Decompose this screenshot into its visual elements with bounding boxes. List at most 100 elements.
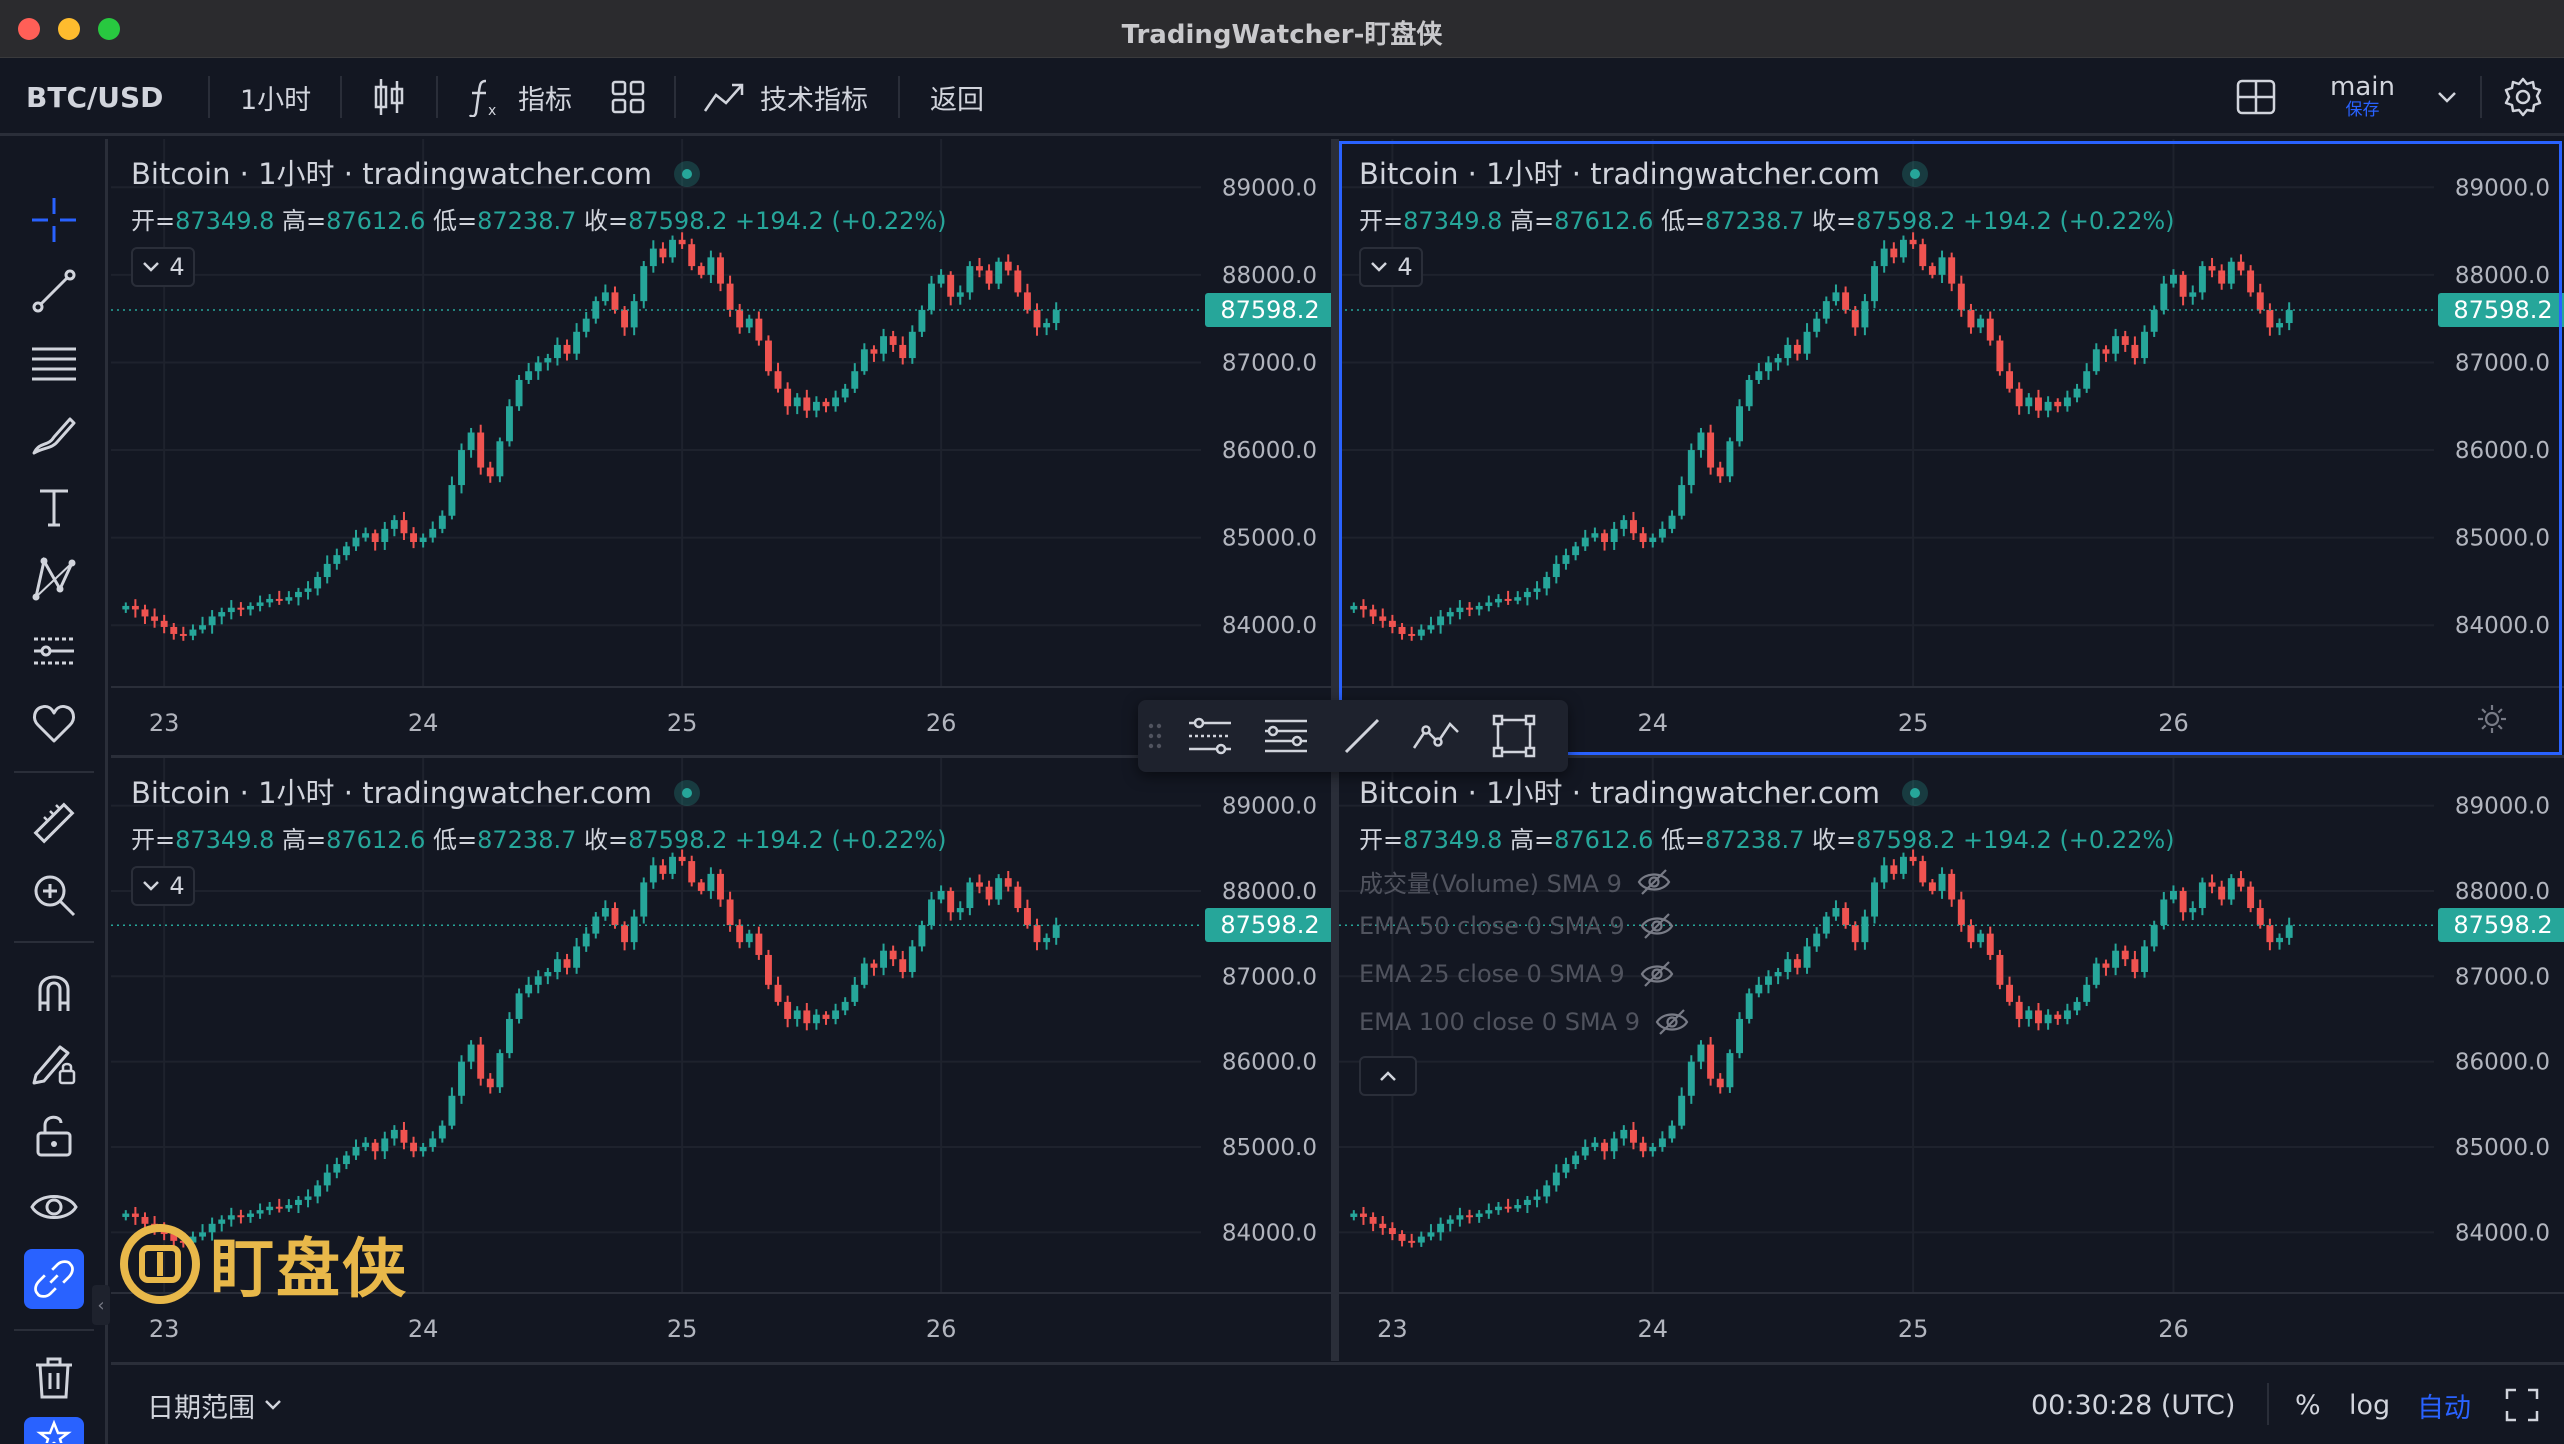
candle: [1369, 604, 1377, 624]
ohlc-gap: [1502, 207, 1510, 235]
measure-tool[interactable]: [24, 793, 84, 853]
maximize-window-button[interactable]: [98, 18, 120, 40]
legend-title[interactable]: Bitcoin · 1小时 · tradingwatcher.com: [131, 770, 700, 812]
candlestick-chart[interactable]: 89000.0 88000.0 87000.0 86000.0 85000.0 84000…: [111, 758, 1331, 1361]
candle: [2141, 940, 2149, 978]
indicators-button[interactable]: x 指标: [466, 58, 572, 136]
hide-drawings-tool[interactable]: [24, 1177, 84, 1237]
eye-off-icon[interactable]: [1639, 912, 1675, 940]
candle: [1842, 286, 1850, 314]
lock-drawing-tool[interactable]: [24, 1033, 84, 1093]
ohlc-value: 87612.6: [326, 207, 426, 235]
close-window-button[interactable]: [18, 18, 40, 40]
legend-title[interactable]: Bitcoin · 1小时 · tradingwatcher.com: [1359, 151, 1928, 193]
candle: [2227, 257, 2235, 290]
drag-handle[interactable]: [1142, 706, 1168, 766]
collapse-legend-button[interactable]: 4: [131, 247, 195, 287]
chart-pane-bottom-left[interactable]: 89000.0 88000.0 87000.0 86000.0 85000.0 84000…: [111, 758, 1331, 1361]
candlestick-chart[interactable]: 89000.0 88000.0 87000.0 86000.0 85000.0 84000…: [111, 139, 1331, 755]
save-layout-label[interactable]: 保存: [2345, 99, 2380, 120]
magnet-tool[interactable]: [24, 961, 84, 1021]
indicator-row[interactable]: EMA 25 close 0 SMA 9: [1359, 960, 1675, 988]
remove-drawings-tool[interactable]: [24, 1347, 84, 1407]
brush-tool[interactable]: [24, 405, 84, 465]
layout-menu-button[interactable]: [2436, 58, 2458, 136]
candle: [1456, 600, 1464, 620]
forecast-tool[interactable]: [24, 621, 84, 681]
indicator-row[interactable]: EMA 50 close 0 SMA 9: [1359, 912, 1675, 940]
candle: [860, 343, 868, 375]
candle: [640, 877, 648, 924]
float-tool-fib-retracement[interactable]: [1256, 706, 1316, 766]
settings-button[interactable]: [2502, 58, 2544, 136]
float-tool-path[interactable]: [1406, 706, 1466, 766]
auto-scale-toggle[interactable]: 自动: [2417, 1392, 2471, 1424]
float-tool-trend-line[interactable]: [1332, 706, 1392, 766]
fullscreen-button[interactable]: [2505, 1365, 2539, 1444]
legend-title[interactable]: Bitcoin · 1小时 · tradingwatcher.com: [1359, 770, 1928, 812]
price-axis-label: 89000.0: [1222, 794, 1317, 820]
interval-button[interactable]: 1小时: [240, 84, 312, 116]
candle: [793, 393, 801, 415]
symbol-search-button[interactable]: BTC/USD: [26, 80, 164, 114]
ohlc-gap: [1955, 826, 1963, 854]
tech-indicators-button[interactable]: 技术指标: [702, 58, 868, 136]
candle: [534, 970, 542, 994]
candle: [390, 1125, 398, 1146]
candle: [1658, 521, 1666, 543]
crosshair-tool[interactable]: [24, 190, 84, 250]
favorites-tool[interactable]: [24, 693, 84, 753]
candle: [1639, 1136, 1647, 1158]
ohlc-gap: [1502, 826, 1510, 854]
lock-all-tool[interactable]: [24, 1105, 84, 1165]
float-tool-parallel-channel[interactable]: [1180, 706, 1240, 766]
ohlc-change: +194.2 (+0.22%): [735, 207, 947, 235]
candle: [2218, 264, 2226, 290]
date-range-button[interactable]: 日期范围: [147, 1365, 283, 1444]
layout-name-button[interactable]: main 保存: [2330, 58, 2395, 136]
candle: [1745, 374, 1753, 411]
channel-icon: [1189, 717, 1231, 755]
pattern-tool[interactable]: [24, 549, 84, 609]
candle: [592, 912, 600, 939]
fib-tool[interactable]: [24, 333, 84, 393]
expand-legend-button[interactable]: [1359, 1056, 1417, 1096]
chart-pane-top-right[interactable]: 89000.0 88000.0 87000.0 86000.0 85000.0 84000…: [1339, 139, 2564, 755]
candle: [601, 284, 609, 306]
scale-settings-button[interactable]: [2474, 701, 2514, 741]
candle: [1004, 254, 1012, 276]
collapse-legend-button[interactable]: 4: [1359, 247, 1423, 287]
percent-scale-toggle[interactable]: %: [2295, 1389, 2321, 1421]
candle: [2083, 363, 2091, 393]
candle: [1861, 909, 1869, 950]
select-layout-button[interactable]: [2236, 58, 2276, 136]
eye-off-icon[interactable]: [1639, 960, 1675, 988]
candle: [247, 1210, 254, 1223]
log-scale-toggle[interactable]: log: [2349, 1389, 2391, 1421]
trend-line-tool[interactable]: [24, 261, 84, 321]
sync-drawings-tool[interactable]: [24, 1249, 84, 1309]
candlestick-chart[interactable]: 89000.0 88000.0 87000.0 86000.0 85000.0 84000…: [1339, 758, 2564, 1361]
candle: [784, 382, 792, 415]
indicator-row[interactable]: EMA 100 close 0 SMA 9: [1359, 1008, 1690, 1036]
candle: [218, 1215, 226, 1232]
legend-title[interactable]: Bitcoin · 1小时 · tradingwatcher.com: [131, 151, 700, 193]
chart-pane-top-left[interactable]: 89000.0 88000.0 87000.0 86000.0 85000.0 84000…: [111, 139, 1331, 755]
eye-off-icon[interactable]: [1654, 1008, 1690, 1036]
back-button[interactable]: 返回: [930, 84, 984, 116]
collapse-toolbar-button[interactable]: ‹: [92, 1285, 110, 1325]
layout-grid-button[interactable]: [610, 58, 646, 136]
chart-type-button[interactable]: [372, 58, 406, 136]
collapse-legend-button[interactable]: 4: [131, 866, 195, 906]
minimize-window-button[interactable]: [58, 18, 80, 40]
float-tool-rectangle[interactable]: [1484, 706, 1544, 766]
eye-off-icon[interactable]: [1636, 868, 1672, 896]
candlestick-chart[interactable]: 89000.0 88000.0 87000.0 86000.0 85000.0 84000…: [1339, 139, 2564, 755]
text-tool[interactable]: [24, 477, 84, 537]
zoom-in-tool[interactable]: [24, 865, 84, 925]
ohlc-gap: [1653, 207, 1661, 235]
chart-pane-bottom-right[interactable]: 89000.0 88000.0 87000.0 86000.0 85000.0 84000…: [1339, 758, 2564, 1361]
utc-clock[interactable]: 00:30:28 (UTC): [2031, 1389, 2236, 1421]
indicator-row[interactable]: 成交量(Volume) SMA 9: [1359, 864, 1672, 899]
object-tree-tool[interactable]: [24, 1417, 84, 1444]
